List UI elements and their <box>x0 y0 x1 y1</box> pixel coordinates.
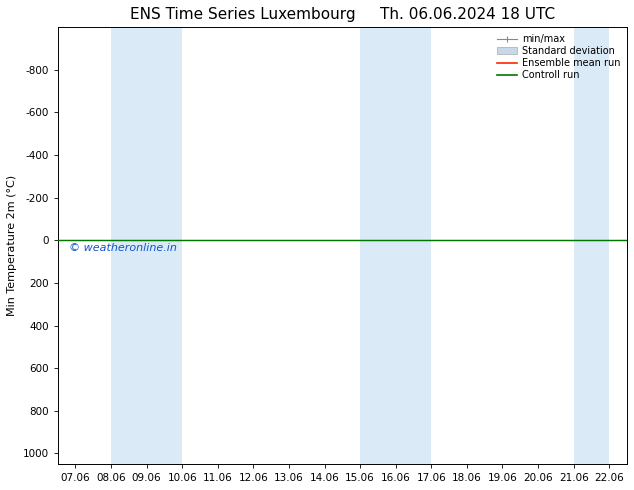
Bar <box>574 27 609 464</box>
Legend: min/max, Standard deviation, Ensemble mean run, Controll run: min/max, Standard deviation, Ensemble me… <box>496 32 622 82</box>
Title: ENS Time Series Luxembourg     Th. 06.06.2024 18 UTC: ENS Time Series Luxembourg Th. 06.06.202… <box>130 7 555 22</box>
Y-axis label: Min Temperature 2m (°C): Min Temperature 2m (°C) <box>7 175 17 316</box>
Text: © weatheronline.in: © weatheronline.in <box>69 244 177 253</box>
Bar <box>111 27 182 464</box>
Bar <box>360 27 431 464</box>
